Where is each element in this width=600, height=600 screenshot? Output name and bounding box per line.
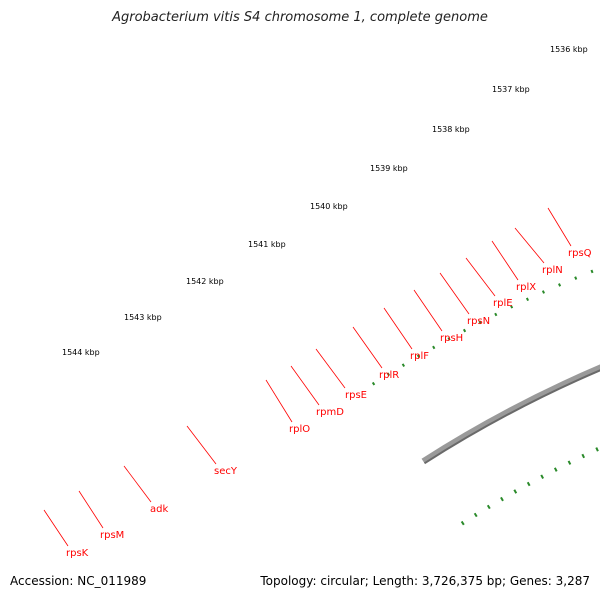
label-line-rpsE <box>315 348 346 389</box>
backbone-inner <box>423 369 600 465</box>
gene-label-rplF: rplF <box>410 351 429 362</box>
scale-tick <box>401 363 406 367</box>
label-line-rpsN <box>439 272 470 315</box>
scale-ticks <box>371 269 594 386</box>
scale-tick <box>447 337 451 341</box>
tick-label: 1537 kbp <box>492 85 530 94</box>
scale-tick <box>541 290 545 294</box>
tick-label: 1539 kbp <box>370 164 408 173</box>
gene-label-rpmD: rpmD <box>316 407 344 418</box>
label-line-rplN <box>514 227 545 264</box>
label-line-rplR <box>352 326 383 369</box>
tick-label: 1541 kbp <box>248 240 286 249</box>
scale-tick <box>510 304 514 309</box>
scale-tick <box>478 320 482 325</box>
inner-tick <box>486 504 491 510</box>
gene-label-secY: secY <box>214 466 238 477</box>
inner-tick <box>595 447 599 452</box>
label-lines <box>43 207 572 547</box>
scale-tick <box>494 312 498 317</box>
scale-tick <box>525 297 530 302</box>
label-line-rpmD <box>290 365 320 406</box>
scale-tick <box>462 328 467 333</box>
tick-label: 1540 kbp <box>310 202 348 211</box>
gene-label-rplO: rplO <box>289 424 310 435</box>
inner-tick <box>460 520 465 526</box>
scale-tick <box>416 354 421 359</box>
inner-tick <box>526 481 531 487</box>
gene-label-rpsH: rpsH <box>440 333 463 344</box>
label-line-rpsK <box>43 509 69 547</box>
scale-tick <box>574 276 578 280</box>
genome-summary-text: Topology: circular; Length: 3,726,375 bp… <box>260 574 590 588</box>
label-line-rpsQ <box>547 207 572 247</box>
tick-labels: 1536 kbp 1537 kbp 1538 kbp 1539 kbp 1540… <box>62 45 588 357</box>
scale-tick <box>386 372 391 377</box>
inner-tick <box>567 460 572 465</box>
scale-tick <box>558 283 562 287</box>
label-line-rplE <box>465 257 496 297</box>
accession-text: Accession: NC_011989 <box>10 574 147 588</box>
gene-label-rpsQ: rpsQ <box>568 248 592 259</box>
scale-tick <box>432 345 436 350</box>
map-title: Agrobacterium vitis S4 chromosome 1, com… <box>112 10 488 25</box>
tick-label: 1542 kbp <box>186 277 224 286</box>
inner-tick <box>540 474 544 479</box>
scale-tick <box>371 381 376 386</box>
gene-label-rpsK: rpsK <box>66 548 89 559</box>
backbone-ring <box>421 364 600 465</box>
gene-label-rplR: rplR <box>379 370 399 381</box>
backbone-outer <box>421 364 600 463</box>
inner-tick <box>513 489 518 494</box>
label-line-secY <box>186 425 217 465</box>
inner-ticks <box>460 447 599 526</box>
gene-label-rplE: rplE <box>493 298 513 309</box>
tick-label: 1536 kbp <box>550 45 588 54</box>
tick-label: 1544 kbp <box>62 348 100 357</box>
tick-label: 1543 kbp <box>124 313 162 322</box>
label-line-rpsM <box>78 490 104 529</box>
label-line-rplF <box>383 307 413 350</box>
gene-label-rpsE: rpsE <box>345 390 367 401</box>
inner-tick <box>581 453 585 459</box>
label-line-rplX <box>491 240 519 281</box>
inner-tick <box>553 467 558 472</box>
gene-label-rpsM: rpsM <box>100 530 124 541</box>
inner-tick <box>473 512 478 518</box>
gene-labels: rpsQ rplN rplX rplE rpsN rpsH rplF rplR … <box>66 248 592 559</box>
gene-label-rplN: rplN <box>542 265 563 276</box>
scale-tick <box>590 269 594 274</box>
gene-label-rplX: rplX <box>516 282 536 293</box>
tick-label: 1538 kbp <box>432 125 470 134</box>
label-line-rpsH <box>413 289 443 332</box>
label-line-adk <box>123 465 152 503</box>
gene-label-adk: adk <box>150 504 168 515</box>
inner-tick <box>500 496 504 502</box>
label-line-rplO <box>265 379 293 423</box>
gene-label-rpsN: rpsN <box>467 316 490 327</box>
